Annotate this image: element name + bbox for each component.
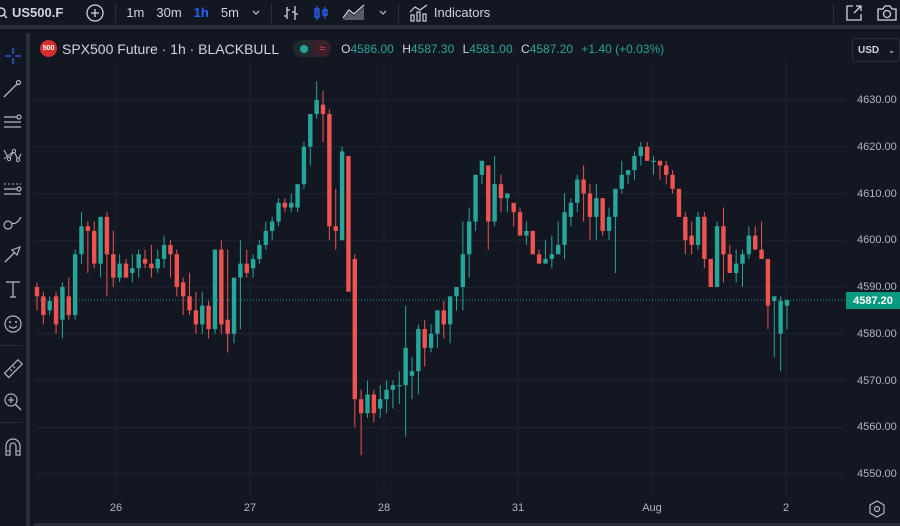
- horizontal-lines-icon: [4, 114, 22, 128]
- interval-30m[interactable]: 30m: [156, 5, 182, 20]
- arrow-tool[interactable]: [0, 241, 26, 267]
- text-tool[interactable]: [0, 276, 26, 302]
- candles-icon: [314, 5, 328, 20]
- interval-dropdown[interactable]: [245, 0, 267, 25]
- brush-tool[interactable]: [0, 208, 26, 234]
- chart-title[interactable]: SPX500 Future · 1h · BLACKBULL: [62, 40, 280, 57]
- currency-value: USD: [858, 44, 880, 56]
- trend-line-icon: [3, 79, 22, 98]
- crosshair-icon: [5, 48, 21, 64]
- chart-legend: 500 SPX500 Future · 1h · BLACKBULL ≈ O45…: [40, 40, 669, 57]
- magnet-tool[interactable]: [0, 434, 26, 460]
- open-in-new-button[interactable]: [838, 0, 870, 25]
- divider: [115, 2, 117, 23]
- chart-type-dropdown[interactable]: [372, 0, 394, 25]
- divider: [0, 422, 22, 423]
- compare-symbol-button[interactable]: [79, 0, 111, 25]
- brush-icon: [3, 216, 22, 230]
- interval-5m[interactable]: 5m: [220, 5, 239, 20]
- time-axis-label: 2: [782, 502, 790, 514]
- area-style-button[interactable]: [336, 0, 372, 25]
- data-delay-icon: ≈: [313, 40, 332, 57]
- interval-1m[interactable]: 1m: [126, 5, 145, 20]
- area-chart-icon: [342, 4, 365, 20]
- change-value: +1.40 (+0.03%): [581, 41, 665, 56]
- fib-retracement-tool[interactable]: [0, 109, 26, 135]
- symbol-search-button[interactable]: US500.F: [0, 0, 69, 25]
- screenshot-button[interactable]: [870, 0, 900, 25]
- search-icon: [0, 6, 8, 19]
- ohlc-values: O4586.00 H4587.30 L4581.00 C4587.20 +1.4…: [341, 41, 665, 56]
- time-axis-label: 27: [243, 502, 257, 514]
- price-axis-label: 4580.00: [857, 327, 897, 340]
- arrow-icon: [4, 245, 22, 263]
- projection-icon: [4, 183, 22, 195]
- plus-circle-icon: [86, 3, 104, 22]
- time-axis-label: 26: [109, 502, 123, 514]
- pattern-tool[interactable]: [0, 142, 26, 168]
- low-value: 4581.00: [469, 41, 513, 56]
- measure-tool[interactable]: [0, 356, 26, 382]
- camera-icon: [877, 4, 897, 21]
- chevron-down-icon: [379, 10, 387, 15]
- chevron-down-icon: ⌄: [888, 45, 895, 55]
- crosshair-tool[interactable]: [0, 43, 26, 69]
- market-status-pill[interactable]: ≈: [293, 40, 332, 57]
- gear-icon: [869, 500, 885, 518]
- forecast-tool[interactable]: [0, 175, 26, 201]
- external-link-icon: [846, 4, 862, 21]
- bar-style-button[interactable]: [276, 0, 306, 25]
- text-icon: [6, 281, 20, 298]
- price-axis-label: 4600.00: [857, 234, 897, 247]
- indicators-icon: [409, 4, 428, 22]
- last-price-tag: 4587.20: [846, 292, 900, 309]
- divider: [270, 2, 272, 23]
- indicators-label: Indicators: [433, 5, 491, 20]
- ruler-icon: [3, 359, 23, 379]
- zoom-in-tool[interactable]: [0, 389, 26, 415]
- price-axis-label: 4620.00: [857, 140, 897, 153]
- price-axis-label: 4550.00: [857, 468, 897, 480]
- open-value: 4586.00: [350, 41, 394, 56]
- xabcd-pattern-icon: [3, 148, 22, 163]
- symbol-name: US500.F: [12, 5, 64, 20]
- close-value: 4587.20: [529, 41, 574, 56]
- time-axis-label: 28: [377, 502, 391, 514]
- bars-icon: [283, 5, 298, 20]
- drawing-toolbar: [0, 33, 30, 526]
- indicators-button[interactable]: Indicators: [403, 0, 496, 25]
- time-axis-label: Aug: [642, 502, 662, 514]
- candle-style-button[interactable]: [306, 0, 336, 25]
- divider: [34, 523, 900, 526]
- high-value: 4587.30: [410, 41, 455, 56]
- price-axis-label: 4590.00: [857, 281, 897, 293]
- time-axis-label: 31: [511, 502, 525, 514]
- trend-line-tool[interactable]: [0, 76, 26, 102]
- divider: [833, 2, 834, 23]
- interval-1h[interactable]: 1h: [193, 5, 209, 20]
- emoji-tool[interactable]: [0, 311, 26, 337]
- price-axis-label: 4630.00: [857, 94, 897, 106]
- price-axis-label: 4570.00: [857, 374, 897, 387]
- chevron-down-icon: [252, 10, 260, 15]
- currency-select[interactable]: USD ⌄: [852, 38, 900, 62]
- divider: [0, 345, 22, 346]
- smiley-icon: [4, 315, 22, 333]
- top-toolbar: US500.F 1m 30m 1h 5m Indicators: [0, 0, 900, 29]
- chart-settings-button[interactable]: [867, 499, 887, 519]
- price-axis-label: 4610.00: [857, 187, 897, 200]
- market-open-dot-icon: [300, 44, 309, 53]
- divider: [397, 2, 399, 23]
- magnet-icon: [5, 438, 21, 456]
- price-axis-label: 4560.00: [857, 421, 897, 434]
- symbol-logo: 500: [40, 40, 57, 57]
- zoom-in-icon: [4, 393, 22, 411]
